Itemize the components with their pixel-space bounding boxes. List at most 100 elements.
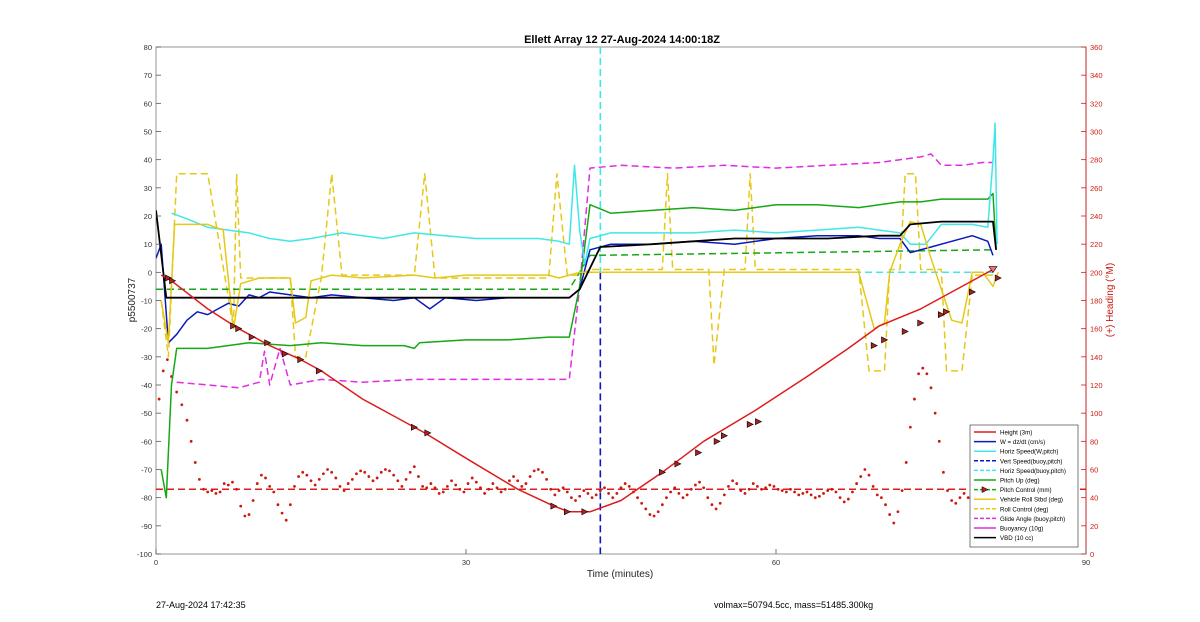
heading-point <box>532 469 536 473</box>
heading-point <box>702 486 706 490</box>
heading-point <box>375 476 379 480</box>
heading-point <box>714 507 718 511</box>
y-tick-label: 0 <box>148 268 152 277</box>
heading-point <box>929 386 933 390</box>
legend-label: Horiz Speed(W,pitch) <box>1000 449 1058 456</box>
y-tick-label: -70 <box>141 466 152 475</box>
heading-point <box>462 490 466 494</box>
heading-point <box>681 496 685 500</box>
heading-point <box>656 510 660 514</box>
heading-point <box>185 418 189 422</box>
heading-point <box>516 479 520 483</box>
heading-point <box>561 486 565 490</box>
heading-point <box>822 492 825 495</box>
x-axis-label: Time (minutes) <box>587 569 653 580</box>
series-vbd-10-cc <box>156 210 997 299</box>
height-marker <box>165 274 173 282</box>
heading-point <box>867 473 871 477</box>
y2-tick-label: 140 <box>1090 353 1103 362</box>
heading-point <box>756 485 759 488</box>
y-tick-label: 70 <box>144 71 152 80</box>
legend-label: Pitch Control (mm) <box>1000 487 1052 494</box>
y2-tick-label: 200 <box>1090 268 1103 277</box>
height-marker <box>721 432 729 440</box>
heading-point <box>180 403 184 407</box>
heading-point <box>648 513 652 516</box>
heading-point <box>925 372 929 376</box>
heading-point <box>627 485 631 488</box>
heading-point <box>421 485 424 488</box>
heading-point <box>884 503 887 507</box>
heading-point <box>247 513 251 516</box>
heading-point <box>776 487 780 491</box>
heading-point <box>942 470 945 474</box>
height-marker <box>870 342 878 350</box>
heading-point <box>565 490 569 494</box>
heading-point <box>379 470 383 474</box>
heading-point <box>875 493 879 497</box>
heading-point <box>673 486 677 490</box>
heading-point <box>871 485 875 488</box>
height-marker <box>969 288 977 296</box>
heading-point <box>309 479 313 483</box>
heading-point <box>487 487 491 491</box>
legend-box <box>969 424 1079 548</box>
heading-point <box>293 485 296 488</box>
y-tick-label: 50 <box>144 128 152 137</box>
y2-tick-label: 160 <box>1090 325 1103 334</box>
heading-point <box>846 497 850 501</box>
y-tick-label: -60 <box>141 437 152 446</box>
x-tick-label: 60 <box>772 558 780 567</box>
footer-timestamp: 27-Aug-2024 17:42:35 <box>156 600 246 610</box>
heading-point <box>165 358 169 362</box>
heading-point <box>937 439 941 443</box>
heading-point <box>888 513 892 516</box>
y2-tick-label: 180 <box>1090 297 1103 306</box>
height-marker <box>581 508 589 516</box>
heading-point <box>202 487 205 491</box>
heading-point <box>818 494 821 498</box>
height-marker <box>881 336 889 344</box>
heading-point <box>458 487 462 491</box>
y2-tick-label: 40 <box>1090 494 1098 503</box>
plot-area <box>155 46 1087 555</box>
series-horiz-speed-w-pitch <box>171 122 998 265</box>
heading-point <box>396 479 400 483</box>
heading-point <box>549 487 553 491</box>
heading-point <box>491 482 495 485</box>
heading-point <box>264 476 267 480</box>
heading-point <box>913 397 916 401</box>
height-marker <box>659 468 667 476</box>
y-tick-label: -10 <box>141 297 152 306</box>
x-tick-label: 90 <box>1082 558 1090 567</box>
heading-point <box>623 482 627 485</box>
chart-title: Ellett Array 12 27-Aug-2024 14:00:18Z <box>524 34 720 46</box>
heading-point <box>722 493 726 497</box>
heading-point <box>454 483 458 487</box>
axis-ticks: 80706050403020100-10-20-30-40-50-60-70-8… <box>137 43 1103 567</box>
heading-point <box>466 482 470 485</box>
heading-point <box>966 496 970 500</box>
heading-point <box>739 489 743 493</box>
heading-point <box>904 461 908 464</box>
heading-point <box>206 490 210 494</box>
legend: Height (3m) W = dz/dt (cm/s) Horiz Speed(W… <box>969 424 1079 548</box>
heading-point <box>834 490 838 494</box>
heading-point <box>305 473 309 477</box>
heading-point <box>226 483 230 487</box>
footer-volmax: volmax=50794.5cc, mass=51485.300kg <box>714 600 874 610</box>
height-marker <box>938 311 946 319</box>
heading-point <box>908 425 912 429</box>
heading-point <box>524 482 528 485</box>
heading-point <box>255 482 259 485</box>
heading-point <box>359 469 362 473</box>
heading-point <box>685 493 689 497</box>
legend-label: Roll Control (deg) <box>1000 506 1049 513</box>
heading-point <box>189 439 193 443</box>
heading-point <box>586 492 590 495</box>
legend-label: Pitch Up (deg) <box>1000 478 1040 485</box>
heading-point <box>284 518 288 522</box>
height-marker <box>917 319 925 327</box>
y-tick-label: -80 <box>141 494 152 503</box>
